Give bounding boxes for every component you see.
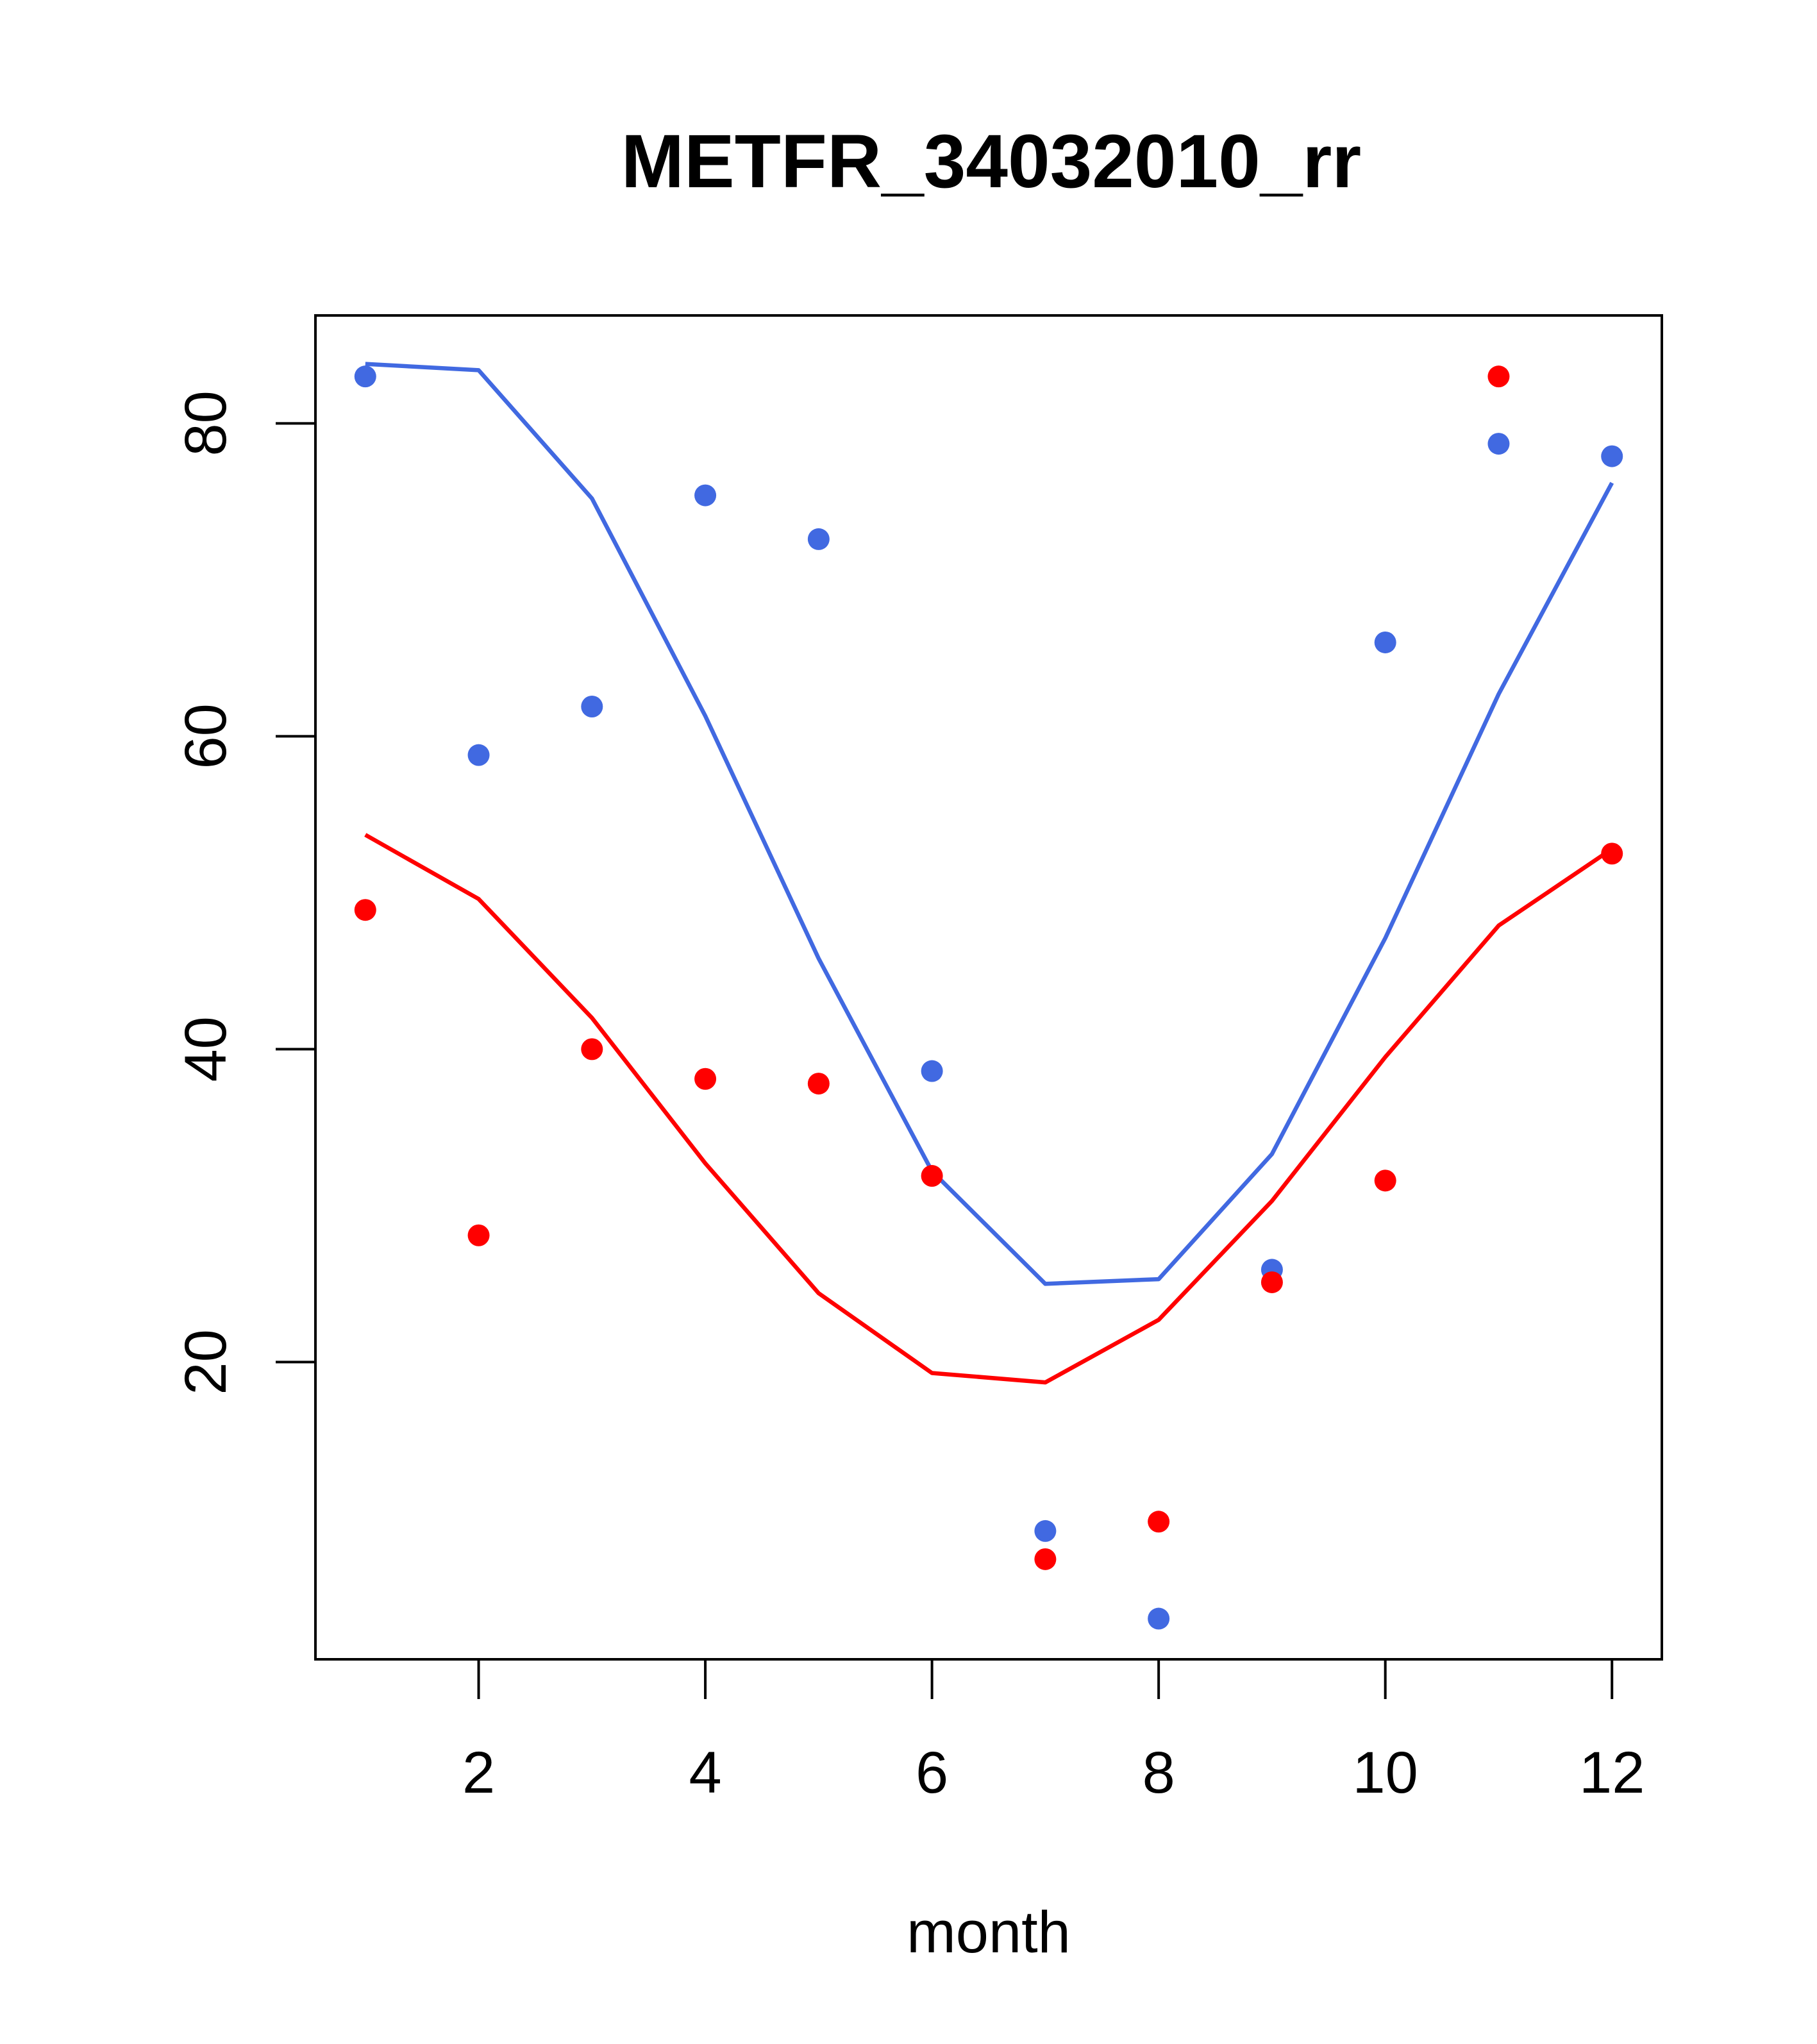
red-data-point [1374,1169,1396,1192]
red-data-point [354,899,376,921]
x-tick-label: 2 [462,1740,495,1805]
red-data-point [921,1165,943,1187]
red-data-point [807,1073,830,1095]
blue-data-point [1487,433,1510,455]
red-data-point [1487,365,1510,388]
x-tick-label: 8 [1143,1740,1175,1805]
y-tick-label: 20 [173,1329,239,1395]
plot-frame [314,314,1663,1661]
x-tick-label: 4 [689,1740,721,1805]
y-tick-label: 80 [173,390,239,456]
red-data-point [1260,1271,1283,1293]
x-tick-label: 10 [1353,1740,1418,1805]
blue-series-line [365,362,1614,1286]
y-axis: 20 40 60 80 [173,390,317,1395]
x-axis-title: month [907,1900,1071,1965]
chart-title: METFR_34032010_rr [621,119,1361,204]
blue-data-point [807,528,830,550]
red-data-point [694,1068,717,1090]
blue-data-point [1601,445,1623,467]
blue-data-point [921,1060,943,1082]
y-tick-label: 40 [173,1016,239,1082]
x-tick-label: 12 [1579,1740,1645,1805]
blue-data-point [581,696,603,718]
x-axis: 2 4 6 8 10 12 [462,1658,1645,1805]
red-data-point [1148,1511,1170,1533]
x-tick-label: 6 [916,1740,948,1805]
blue-data-point [694,484,717,507]
red-series-line [364,833,1614,1385]
blue-data-point [1374,631,1396,653]
red-data-point [467,1224,490,1246]
y-tick-label: 60 [173,703,239,769]
red-data-point [581,1038,603,1060]
blue-data-point [1148,1607,1170,1630]
red-data-point [1601,842,1623,865]
blue-data-point [354,365,376,388]
red-data-point [1034,1548,1057,1570]
blue-data-point [1034,1520,1057,1542]
series-layer [354,362,1623,1630]
blue-data-point [467,744,490,766]
